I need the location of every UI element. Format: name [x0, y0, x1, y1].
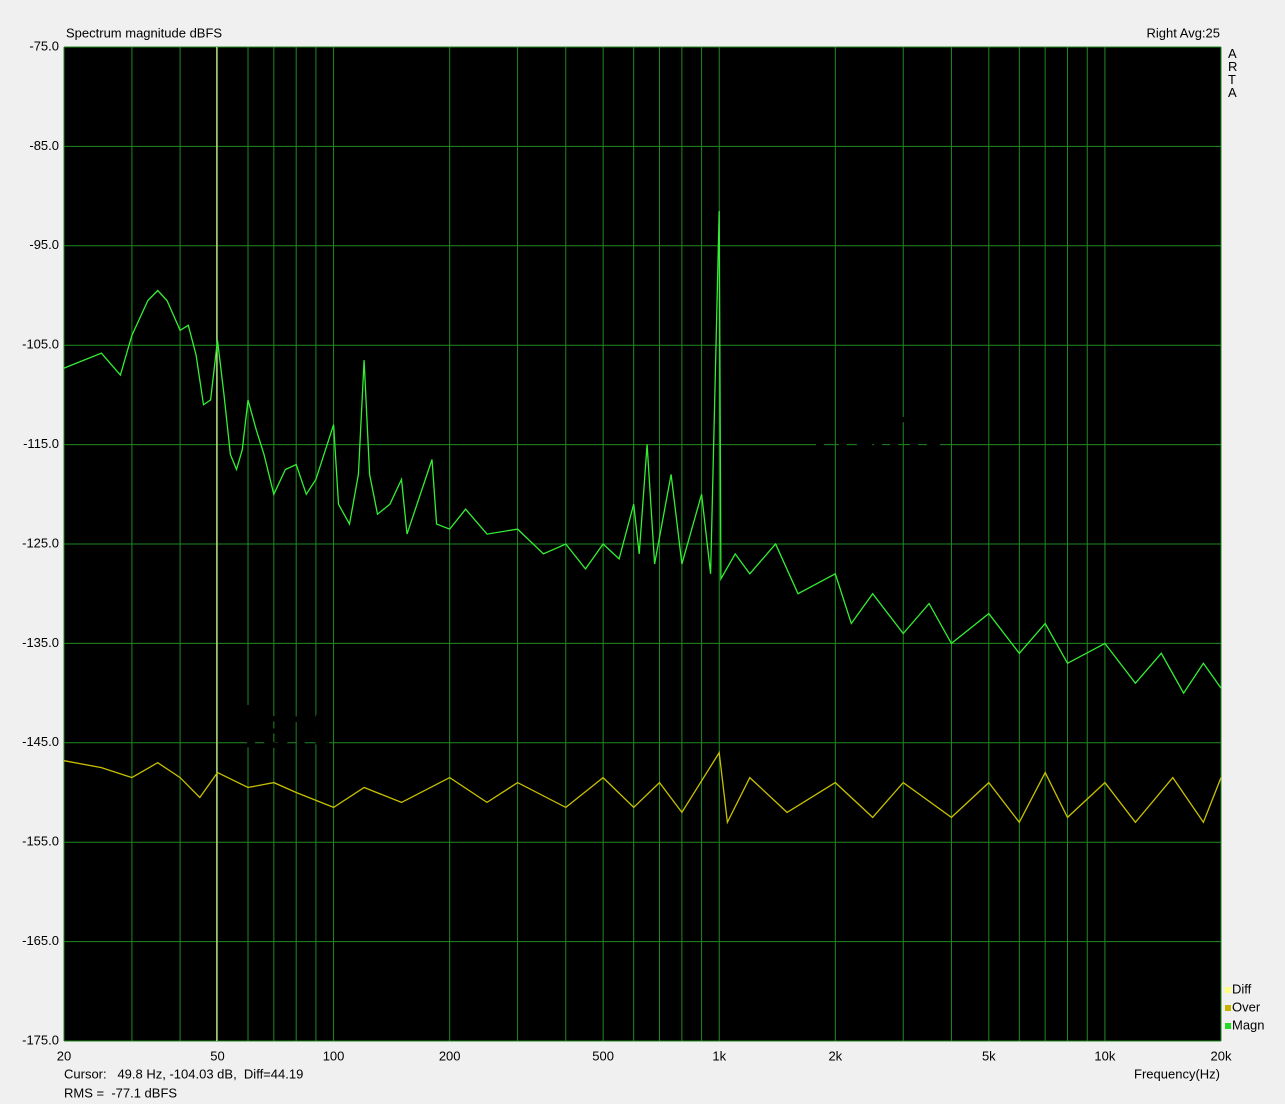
channel-info: Right Avg:25: [1147, 25, 1220, 40]
side-label: ARTA: [1228, 46, 1238, 100]
x-tick-label: 100: [323, 1048, 345, 1063]
x-tick-label: 2k: [828, 1048, 842, 1063]
y-tick-label: -135.0: [22, 635, 59, 650]
y-tick-label: -145.0: [22, 734, 59, 749]
x-tick-label: 200: [439, 1048, 461, 1063]
y-tick-label: -105.0: [22, 337, 59, 352]
y-tick-label: -155.0: [22, 834, 59, 849]
y-tick-label: -125.0: [22, 535, 59, 550]
series-label: right: [812, 395, 941, 460]
legend-swatch: [1225, 1005, 1231, 1011]
x-tick-label: 1k: [712, 1048, 726, 1063]
y-tick-label: -175.0: [22, 1032, 59, 1047]
legend-swatch: [1225, 987, 1231, 993]
rms-readout: RMS = -77.1 dBFS: [64, 1085, 177, 1100]
cursor-readout: Cursor: 49.8 Hz, -104.03 dB, Diff=44.19: [64, 1066, 303, 1081]
y-tick-label: -165.0: [22, 933, 59, 948]
spectrum-line: [63, 750, 1222, 825]
legend-label: Over: [1232, 999, 1261, 1014]
y-tick-label: -75.0: [29, 38, 59, 53]
legend-label: Diff: [1232, 981, 1252, 996]
x-tick-label: 20k: [1211, 1048, 1232, 1063]
chart-title: Spectrum magnitude dBFS: [66, 25, 222, 40]
x-axis-label: Frequency(Hz): [1134, 1066, 1220, 1081]
y-tick-label: -115.0: [23, 436, 59, 451]
x-tick-label: 50: [210, 1048, 224, 1063]
x-tick-label: 20: [57, 1048, 71, 1063]
x-tick-label: 500: [592, 1048, 614, 1063]
legend-label: Magn: [1232, 1017, 1265, 1032]
y-tick-label: -85.0: [29, 138, 59, 153]
y-tick-label: -95.0: [29, 237, 59, 252]
legend-swatch: [1225, 1023, 1231, 1029]
spectrum-line: [63, 210, 1222, 695]
x-tick-label: 5k: [982, 1048, 996, 1063]
series-label: left: [243, 695, 330, 760]
x-tick-label: 10k: [1094, 1048, 1115, 1063]
